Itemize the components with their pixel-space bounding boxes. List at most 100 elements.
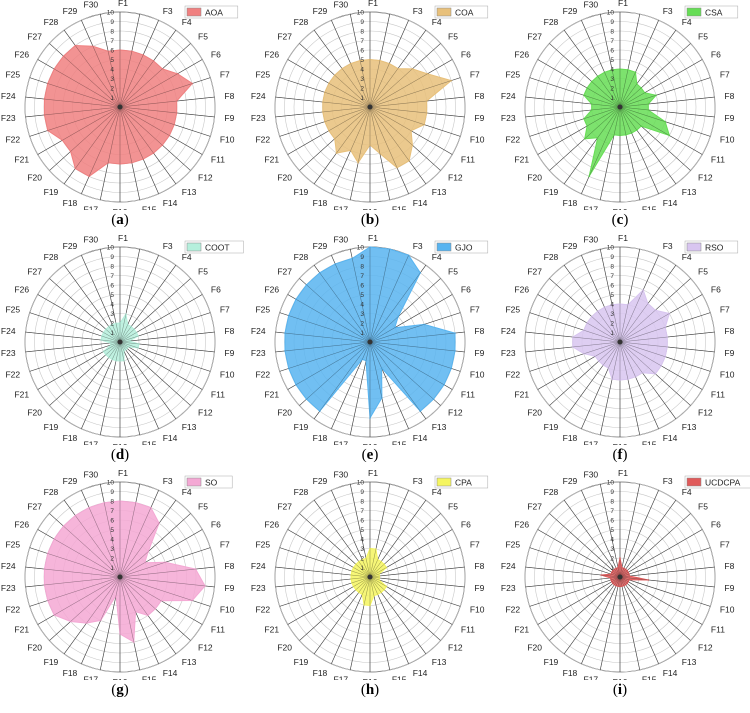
category-label-F18: F18: [313, 668, 328, 678]
spoke-overlay: [619, 43, 691, 108]
radar-panel-a: 1 2 3 4 5 6 7 8 9 10 F1 F3 F4 F5 F6 F7 F8 F9 F10 F11 F12 F13 F…: [0, 0, 250, 228]
spoke-overlay: [119, 106, 215, 118]
spoke-overlay: [529, 312, 621, 343]
category-label-F5: F5: [698, 502, 708, 512]
category-label-F7: F7: [220, 540, 230, 550]
category-label-F3: F3: [663, 241, 673, 251]
spoke-overlay: [81, 255, 121, 343]
radial-tick-label: 3: [110, 546, 114, 553]
category-label-F17: F17: [334, 675, 349, 680]
spoke-overlay: [119, 106, 140, 200]
category-label-F16: F16: [613, 207, 628, 210]
category-label-F19: F19: [294, 187, 309, 197]
radial-tick-label: 6: [610, 283, 614, 290]
spoke-overlay: [299, 106, 371, 171]
category-label-F29: F29: [313, 476, 328, 486]
category-label-F18: F18: [63, 668, 78, 678]
category-label-F25: F25: [5, 540, 20, 550]
spoke-overlay: [619, 331, 715, 343]
category-label-F1: F1: [618, 235, 628, 243]
radial-tick-label: 2: [610, 556, 614, 563]
category-label-F12: F12: [698, 407, 713, 417]
center-hub: [617, 574, 623, 580]
category-label-F21: F21: [514, 155, 529, 165]
spoke-overlay: [331, 341, 371, 429]
category-label-F12: F12: [448, 407, 463, 417]
category-label-F3: F3: [663, 476, 673, 486]
spoke-overlay: [119, 106, 191, 171]
legend-box: [434, 240, 489, 254]
spoke-overlay: [119, 529, 203, 578]
spoke-overlay: [619, 547, 711, 578]
category-label-F25: F25: [255, 540, 270, 550]
category-label-F20: F20: [27, 172, 42, 182]
category-label-F6: F6: [711, 520, 721, 530]
category-label-F7: F7: [470, 540, 480, 550]
radial-tick-label: 8: [110, 264, 114, 271]
category-label-F7: F7: [720, 305, 730, 315]
spoke-overlay: [369, 513, 441, 578]
radial-tick-label: 10: [357, 480, 365, 487]
spoke-overlay: [331, 106, 371, 194]
spoke-overlay: [369, 249, 390, 343]
category-label-F21: F21: [264, 155, 279, 165]
legend-box: [684, 240, 739, 254]
category-label-F3: F3: [413, 6, 423, 16]
category-label-F15: F15: [392, 675, 407, 680]
radar-panel-c: 1 2 3 4 5 6 7 8 9 10 F1 F3 F4 F5 F6 F7 F8 F9 F10 F11 F12 F13 F…: [500, 0, 750, 228]
radial-tick-label: 6: [360, 518, 364, 525]
spoke-overlay: [119, 312, 211, 343]
radial-tick-label: 10: [607, 480, 615, 487]
radial-tick-label: 9: [610, 489, 614, 496]
radial-tick-label: 3: [360, 546, 364, 553]
spoke-overlay: [37, 106, 121, 155]
category-label-F6: F6: [711, 285, 721, 295]
spoke-overlay: [369, 96, 465, 108]
radial-tick-label: 9: [610, 254, 614, 261]
radial-tick-label: 9: [110, 489, 114, 496]
spoke-overlay: [581, 576, 621, 664]
panel-caption-letter: e: [366, 447, 374, 463]
category-label-F21: F21: [264, 625, 279, 635]
category-label-F5: F5: [198, 502, 208, 512]
radial-tick-label: 5: [110, 57, 114, 64]
spoke-overlay: [537, 529, 621, 578]
radial-tick-label: 1: [110, 565, 114, 572]
spoke-overlay: [350, 341, 371, 435]
category-label-F22: F22: [5, 134, 20, 144]
spoke-overlay: [25, 106, 121, 118]
category-label-F3: F3: [663, 6, 673, 16]
category-label-F18: F18: [563, 433, 578, 443]
spoke-overlay: [619, 59, 703, 108]
spoke-overlay: [581, 20, 621, 108]
category-label-F16: F16: [113, 207, 128, 210]
category-label-F9: F9: [224, 348, 234, 358]
spoke-overlay: [314, 265, 371, 343]
category-label-F4: F4: [682, 17, 692, 27]
category-label-F25: F25: [255, 305, 270, 315]
category-label-F9: F9: [224, 113, 234, 123]
category-label-F11: F11: [711, 155, 725, 165]
spoke-overlay: [619, 106, 640, 200]
category-label-F28: F28: [294, 487, 309, 497]
spoke-overlay: [37, 341, 121, 390]
spoke-overlay: [119, 249, 140, 343]
category-label-F22: F22: [255, 369, 270, 379]
spoke-overlay: [549, 513, 621, 578]
radial-tick-label: 5: [110, 292, 114, 299]
category-label-F23: F23: [1, 583, 16, 593]
spoke-overlay: [279, 312, 371, 343]
category-label-F24: F24: [501, 91, 516, 101]
category-label-F13: F13: [432, 422, 447, 432]
spoke-overlay: [119, 341, 140, 435]
category-label-F21: F21: [14, 390, 29, 400]
spoke-overlay: [25, 341, 121, 353]
spoke-overlay: [564, 265, 621, 343]
spoke-overlay: [350, 484, 371, 578]
legend-label: CSA: [705, 8, 723, 18]
category-label-F9: F9: [724, 583, 734, 593]
category-label-F14: F14: [413, 668, 428, 678]
spoke-overlay: [119, 576, 211, 607]
spoke-overlay: [299, 513, 371, 578]
category-label-F17: F17: [334, 205, 349, 210]
